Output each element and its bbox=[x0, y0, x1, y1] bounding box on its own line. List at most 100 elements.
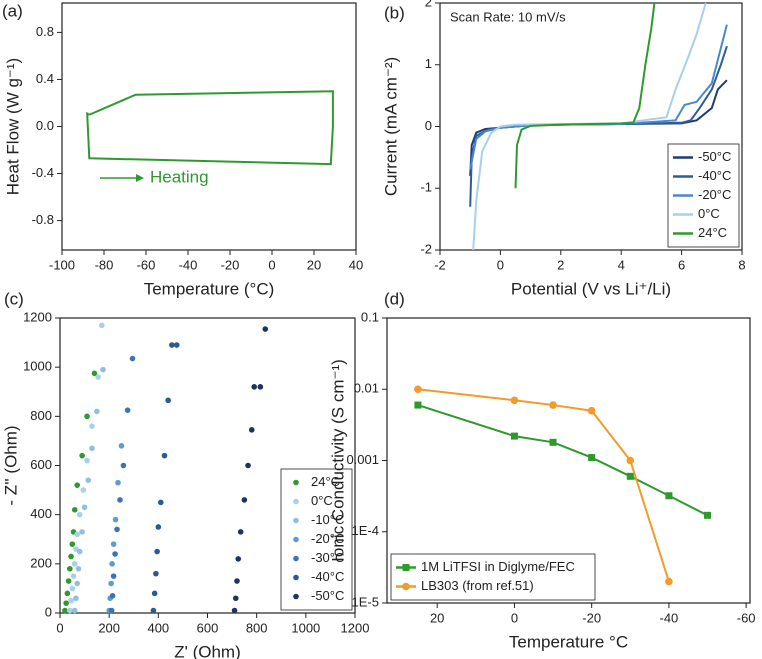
legend-label: -20°C bbox=[311, 531, 344, 546]
y-tick-label: 2 bbox=[425, 0, 432, 9]
marker bbox=[89, 423, 95, 429]
marker bbox=[100, 366, 106, 373]
marker bbox=[81, 504, 88, 511]
y-tick-label: 1200 bbox=[23, 309, 52, 324]
marker bbox=[153, 570, 159, 577]
marker bbox=[80, 487, 87, 493]
y-tick-label: 0 bbox=[425, 118, 432, 133]
legend-marker bbox=[293, 498, 299, 505]
marker bbox=[665, 577, 673, 586]
y-tick-label: 200 bbox=[30, 555, 52, 570]
y-axis-label: - Z'' (Ohm) bbox=[1, 425, 20, 505]
marker bbox=[91, 370, 98, 377]
legend-label: 1M LiTFSI in Diglyme/FEC bbox=[421, 559, 575, 574]
marker bbox=[161, 452, 168, 459]
y-tick-label: 1E-5 bbox=[352, 594, 379, 609]
legend-marker bbox=[293, 574, 299, 581]
series-line bbox=[417, 388, 670, 582]
y-tick-label: 0.001 bbox=[346, 452, 379, 467]
x-tick-label: 40 bbox=[349, 257, 363, 272]
marker bbox=[626, 472, 634, 480]
panel: (c) Z' (Ohm) - Z'' (Ohm) 0 200 400 600 800 1000 1… bbox=[1, 289, 369, 659]
marker bbox=[74, 580, 81, 587]
x-axis-label: Potential (V vs Li⁺/Li) bbox=[511, 279, 671, 298]
x-tick-label: 0 bbox=[268, 257, 275, 272]
legend-label: -20°C bbox=[698, 187, 731, 202]
plot-frame bbox=[61, 2, 357, 251]
marker bbox=[414, 385, 422, 394]
marker bbox=[108, 580, 114, 587]
panel-label: (b) bbox=[384, 3, 405, 22]
marker bbox=[85, 477, 92, 484]
marker bbox=[262, 326, 269, 332]
x-tick-label: 8 bbox=[738, 257, 745, 272]
marker bbox=[108, 607, 115, 614]
x-tick-label: -40 bbox=[179, 257, 198, 272]
marker bbox=[588, 454, 596, 462]
x-tick-label: -2 bbox=[434, 257, 446, 272]
legend-marker bbox=[402, 582, 410, 591]
marker bbox=[234, 578, 240, 584]
legend-marker bbox=[293, 593, 299, 600]
x-tick-label: 0 bbox=[511, 610, 518, 625]
x-tick-label: -20 bbox=[582, 610, 601, 625]
marker bbox=[587, 406, 596, 415]
marker bbox=[112, 516, 119, 523]
marker bbox=[69, 585, 76, 592]
marker bbox=[76, 511, 83, 518]
marker bbox=[129, 355, 136, 362]
marker bbox=[114, 526, 120, 533]
marker bbox=[231, 607, 238, 614]
x-tick-label: 600 bbox=[197, 620, 219, 635]
series-line bbox=[86, 90, 334, 166]
marker bbox=[95, 374, 101, 380]
arrow-head bbox=[136, 174, 144, 182]
x-tick-label: 400 bbox=[147, 620, 169, 635]
marker bbox=[112, 551, 118, 557]
marker bbox=[109, 561, 115, 567]
marker bbox=[157, 499, 164, 506]
marker bbox=[257, 384, 264, 390]
panel: (d) Temperature °C Ionic Conductivity (S c… bbox=[328, 289, 755, 651]
y-tick-label: 0 bbox=[45, 604, 52, 619]
marker bbox=[67, 607, 73, 614]
marker bbox=[118, 443, 125, 449]
marker bbox=[124, 407, 131, 413]
y-tick-label: -1 bbox=[420, 180, 432, 195]
y-tick-label: 0.0 bbox=[36, 118, 54, 133]
legend-label: -50°C bbox=[311, 588, 344, 603]
marker bbox=[79, 529, 85, 535]
marker bbox=[68, 597, 74, 604]
x-tick-label: 0 bbox=[56, 620, 63, 635]
marker bbox=[510, 432, 518, 440]
series-line bbox=[514, 2, 656, 189]
annotation: Scan Rate: 10 mV/s bbox=[450, 9, 566, 24]
panel: (b) Potential (V vs Li⁺/Li) Current (mA cm… bbox=[381, 0, 745, 298]
marker bbox=[109, 592, 116, 599]
marker bbox=[245, 462, 251, 469]
marker bbox=[117, 497, 123, 503]
x-tick-label: 1000 bbox=[291, 620, 320, 635]
x-tick-label: -100 bbox=[49, 257, 75, 272]
y-axis-label: Current (mA cm⁻²) bbox=[381, 57, 400, 196]
legend-marker bbox=[402, 564, 410, 571]
legend-box bbox=[280, 468, 353, 611]
x-tick-label: 800 bbox=[246, 620, 268, 635]
x-axis-label: Temperature °C bbox=[509, 632, 628, 651]
x-tick-label: -40 bbox=[660, 610, 679, 625]
x-tick-label: -60 bbox=[137, 257, 156, 272]
y-axis-label: Ionic Conductivity (S cm⁻¹) bbox=[328, 359, 347, 562]
y-tick-label: 800 bbox=[30, 408, 52, 423]
marker bbox=[71, 506, 78, 513]
marker bbox=[94, 408, 100, 415]
marker bbox=[89, 445, 95, 452]
y-tick-label: 400 bbox=[30, 506, 52, 521]
series-line bbox=[417, 404, 708, 517]
marker bbox=[71, 607, 78, 614]
marker bbox=[84, 413, 90, 420]
panel-label: (d) bbox=[384, 289, 405, 308]
marker bbox=[75, 565, 82, 572]
legend-label: -50°C bbox=[698, 149, 731, 164]
y-tick-label: 0.8 bbox=[36, 24, 54, 39]
